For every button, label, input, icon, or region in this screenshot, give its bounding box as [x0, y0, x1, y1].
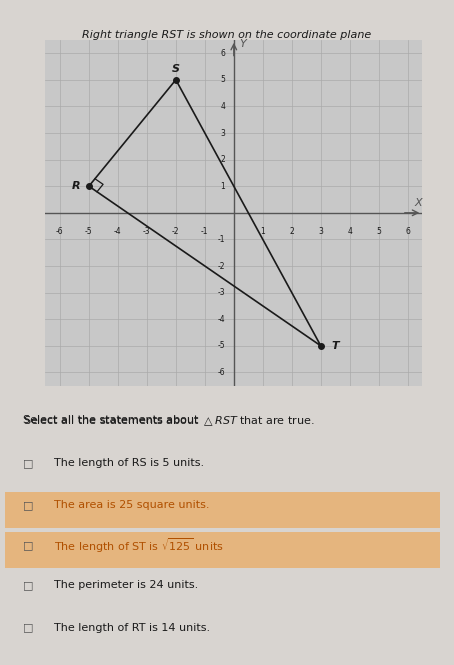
- Text: The length of ST is $\sqrt{125}$ units: The length of ST is $\sqrt{125}$ units: [54, 536, 224, 555]
- Text: The length of RT is 14 units.: The length of RT is 14 units.: [54, 622, 211, 633]
- Text: 4: 4: [347, 227, 352, 237]
- Text: 6: 6: [405, 227, 410, 237]
- Text: 1: 1: [261, 227, 265, 237]
- Text: -3: -3: [143, 227, 151, 237]
- Text: □: □: [23, 500, 33, 511]
- Text: -4: -4: [114, 227, 122, 237]
- Text: 2: 2: [289, 227, 294, 237]
- Text: □: □: [23, 580, 33, 591]
- Text: 1: 1: [220, 182, 225, 191]
- Text: -6: -6: [217, 368, 225, 377]
- Text: Y: Y: [239, 39, 246, 49]
- Text: R: R: [72, 181, 80, 192]
- Text: Select all the statements about $\triangle RST$ that are true.: Select all the statements about $\triang…: [23, 415, 314, 428]
- Text: □: □: [23, 458, 33, 468]
- Text: Right triangle RST is shown on the coordinate plane: Right triangle RST is shown on the coord…: [82, 30, 372, 40]
- Text: -1: -1: [217, 235, 225, 244]
- Text: S: S: [172, 64, 180, 74]
- Text: □: □: [23, 622, 33, 633]
- Text: 6: 6: [220, 49, 225, 58]
- Text: T: T: [331, 340, 339, 351]
- Text: -5: -5: [85, 227, 93, 237]
- FancyBboxPatch shape: [5, 492, 440, 528]
- Text: The perimeter is 24 units.: The perimeter is 24 units.: [54, 580, 199, 591]
- Text: -6: -6: [56, 227, 64, 237]
- FancyBboxPatch shape: [5, 532, 440, 568]
- Text: 4: 4: [220, 102, 225, 111]
- Text: 5: 5: [376, 227, 381, 237]
- Text: -2: -2: [172, 227, 180, 237]
- Text: Select all the statements about: Select all the statements about: [23, 415, 202, 425]
- Text: -1: -1: [201, 227, 208, 237]
- Text: -2: -2: [217, 261, 225, 271]
- Text: -4: -4: [217, 315, 225, 324]
- Text: The area is 25 square units.: The area is 25 square units.: [54, 500, 210, 511]
- Text: X: X: [414, 198, 422, 209]
- Text: 2: 2: [220, 155, 225, 164]
- Text: -3: -3: [217, 288, 225, 297]
- Text: The length of RS is 5 units.: The length of RS is 5 units.: [54, 458, 205, 468]
- Text: 5: 5: [220, 75, 225, 84]
- Text: 3: 3: [318, 227, 323, 237]
- Text: □: □: [23, 540, 33, 551]
- Text: 3: 3: [220, 128, 225, 138]
- Text: -5: -5: [217, 341, 225, 350]
